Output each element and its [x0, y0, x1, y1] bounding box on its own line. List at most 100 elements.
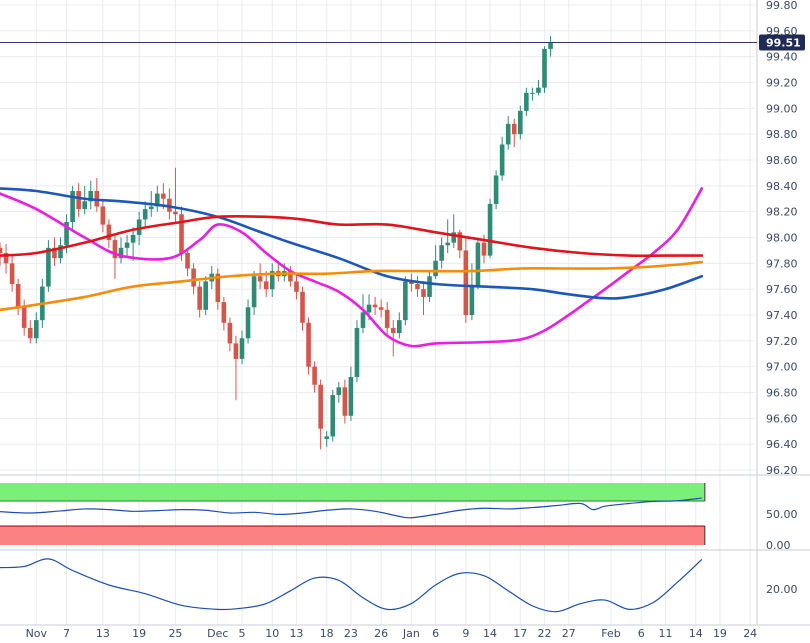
- candle-body: [21, 307, 27, 328]
- candle-body: [124, 242, 130, 248]
- candle-body: [439, 245, 444, 261]
- candle-body: [548, 42, 553, 49]
- candle-body: [409, 281, 414, 284]
- x-tick-label: 13: [289, 627, 303, 640]
- candle-body: [263, 281, 269, 290]
- candle-body: [221, 302, 227, 323]
- candle-body: [76, 191, 81, 210]
- x-tick-label: 24: [743, 627, 757, 640]
- candle-body: [118, 247, 124, 259]
- candle-body: [536, 87, 541, 93]
- x-tick-label: Nov: [26, 627, 48, 640]
- x-tick-label: 25: [168, 627, 182, 640]
- y-tick-label: 96.80: [766, 387, 798, 400]
- candle-body: [27, 327, 33, 339]
- moving-average-blue: [0, 187, 704, 300]
- indicator-tick-label: 20.00: [766, 583, 798, 596]
- x-tick-label: 23: [344, 627, 358, 640]
- candle-body: [58, 245, 63, 259]
- overbought-band: [0, 483, 705, 501]
- y-tick-label: 96.40: [766, 438, 798, 451]
- moving-average-red: [0, 215, 704, 258]
- candle-body: [203, 281, 208, 310]
- candle-body: [542, 48, 547, 88]
- candle-body: [245, 307, 251, 339]
- candle-body: [366, 304, 372, 313]
- candle-body: [427, 276, 432, 297]
- candle-body: [148, 206, 154, 210]
- x-tick-label: 6: [638, 627, 645, 640]
- y-tick-label: 96.60: [766, 412, 798, 425]
- candle-body: [173, 211, 178, 215]
- candle-body: [179, 214, 184, 253]
- candle-body: [257, 276, 263, 282]
- y-tick-label: 98.60: [766, 154, 798, 167]
- x-tick-label: 19: [132, 627, 146, 640]
- candle-body: [397, 320, 402, 334]
- oversold-band: [0, 526, 705, 545]
- candle-body: [70, 191, 75, 222]
- candle-body: [378, 307, 384, 310]
- x-tick-label: 7: [63, 627, 70, 640]
- time-axis: Nov 7 13 19 25 Dec 5 10 13 18 23 26 Jan 6 9 14 17 22 27 Feb…: [26, 627, 758, 640]
- candle-body: [354, 327, 360, 377]
- candle-body: [390, 327, 396, 334]
- candle-body: [161, 193, 166, 199]
- candle-body: [481, 242, 487, 256]
- candle-body: [64, 222, 69, 246]
- candle-body: [288, 271, 293, 282]
- candle-body: [185, 253, 190, 269]
- y-tick-label: 97.40: [766, 309, 798, 322]
- candle-body: [421, 289, 426, 297]
- indicator-line: [0, 558, 703, 613]
- candle-body: [227, 322, 233, 344]
- candle-body: [530, 92, 535, 94]
- oscillator-panel: [0, 483, 706, 545]
- candle-body: [318, 384, 323, 429]
- candle-body: [312, 366, 317, 385]
- x-tick-label: 14: [689, 627, 703, 640]
- candle-body: [372, 304, 378, 308]
- y-tick-label: 99.00: [766, 102, 798, 115]
- x-tick-label: 18: [320, 627, 334, 640]
- x-tick-label: 26: [374, 627, 388, 640]
- candle-body: [518, 110, 523, 135]
- oscillator-line: [0, 497, 702, 519]
- candle-body: [106, 224, 112, 241]
- candle-body: [136, 219, 142, 235]
- x-tick-label: 5: [239, 627, 246, 640]
- candle-body: [451, 232, 457, 243]
- candle-body: [251, 276, 257, 308]
- x-tick-label: 9: [462, 627, 469, 640]
- candle-body: [457, 232, 463, 251]
- x-tick-label: 22: [538, 627, 552, 640]
- x-tick-label: Jan: [402, 627, 420, 640]
- candle-body: [493, 175, 499, 204]
- x-tick-label: 19: [713, 627, 727, 640]
- candle-body: [469, 286, 475, 315]
- candle-body: [155, 193, 160, 207]
- candle-body: [3, 253, 9, 264]
- candle-body: [269, 271, 275, 290]
- oscillator-tick-label: 50.00: [766, 508, 798, 521]
- candle-body: [82, 201, 87, 210]
- x-tick-label: Dec: [207, 627, 228, 640]
- y-tick-label: 99.20: [766, 77, 798, 90]
- x-tick-label: 17: [513, 627, 527, 640]
- candle-body: [239, 338, 245, 359]
- candle-body: [233, 343, 239, 359]
- candle-body: [300, 291, 305, 323]
- moving-average-magenta: [0, 187, 704, 348]
- indicator-panel: [0, 558, 703, 613]
- candle-body: [191, 268, 196, 287]
- candle-body: [88, 191, 94, 202]
- candle-body: [505, 123, 511, 145]
- candle-body: [475, 242, 481, 287]
- y-tick-label: 96.20: [766, 464, 798, 477]
- x-tick-label: 14: [483, 627, 497, 640]
- x-tick-label: Feb: [601, 627, 620, 640]
- candle-body: [46, 247, 51, 287]
- candle-body: [0, 247, 3, 253]
- x-tick-label: 10: [265, 627, 279, 640]
- candle-body: [403, 281, 408, 321]
